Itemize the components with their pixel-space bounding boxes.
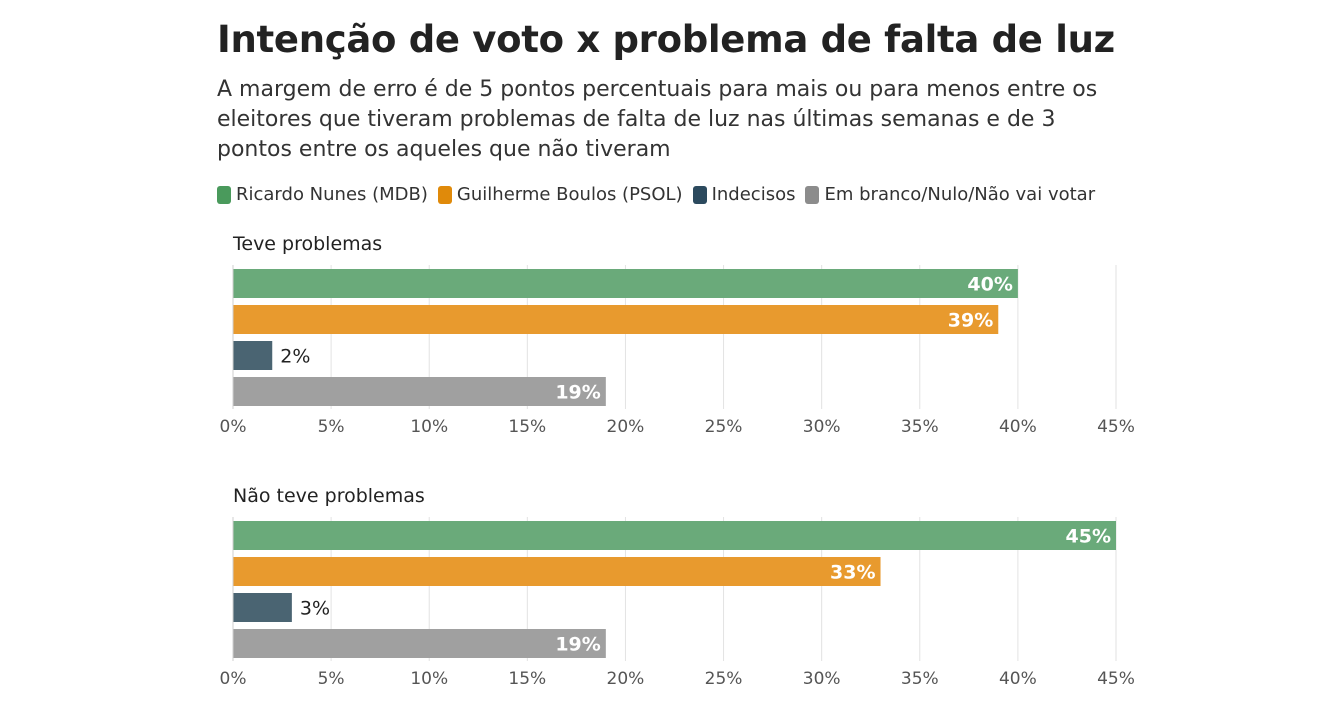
x-tick-label: 40%	[999, 669, 1037, 689]
x-tick-label: 25%	[705, 669, 743, 689]
x-tick-label: 45%	[1097, 669, 1135, 689]
x-tick-label: 0%	[220, 417, 247, 437]
x-tick-label: 20%	[607, 417, 645, 437]
bar-1	[233, 521, 1116, 550]
legend-label: Ricardo Nunes (MDB)	[236, 184, 428, 205]
bar-label: 3%	[300, 598, 330, 620]
panel-title: Não teve problemas	[233, 485, 425, 507]
legend: Ricardo Nunes (MDB) Guilherme Boulos (PSO…	[217, 184, 1105, 205]
bar-4	[233, 377, 606, 406]
x-tick-label: 10%	[410, 417, 448, 437]
bar-3	[233, 341, 273, 370]
legend-swatch	[692, 185, 707, 204]
x-tick-label: 10%	[410, 669, 448, 689]
x-tick-label: 45%	[1097, 417, 1135, 437]
bar-label: 33%	[830, 562, 875, 584]
bar-label: 19%	[555, 382, 600, 404]
panel-title: Teve problemas	[232, 233, 382, 255]
legend-label: Em branco/Nulo/Não vai votar	[824, 184, 1096, 205]
bar-2	[233, 557, 881, 586]
legend-swatch	[805, 185, 820, 204]
chart-title: Intenção de voto x problema de falta de …	[217, 18, 1115, 61]
bar-label: 2%	[280, 346, 310, 368]
x-tick-label: 5%	[318, 669, 345, 689]
x-tick-label: 0%	[220, 669, 247, 689]
legend-item: Indecisos	[692, 184, 796, 205]
bar-3	[233, 593, 292, 622]
x-tick-label: 30%	[803, 669, 841, 689]
bar-2	[233, 305, 999, 334]
legend-label: Indecisos	[711, 184, 796, 205]
x-tick-label: 15%	[508, 417, 546, 437]
legend-item: Ricardo Nunes (MDB)	[217, 184, 428, 205]
bar-4	[233, 629, 606, 658]
x-tick-label: 5%	[318, 417, 345, 437]
bar-1	[233, 269, 1018, 298]
x-tick-label: 20%	[607, 669, 645, 689]
x-tick-label: 40%	[999, 417, 1037, 437]
x-tick-label: 35%	[901, 417, 939, 437]
bar-label: 39%	[948, 310, 993, 332]
x-tick-label: 35%	[901, 669, 939, 689]
bar-label: 40%	[967, 274, 1012, 296]
legend-label: Guilherme Boulos (PSOL)	[456, 184, 683, 205]
x-tick-label: 15%	[508, 669, 546, 689]
legend-swatch	[217, 185, 231, 204]
x-tick-label: 30%	[803, 417, 841, 437]
chart-subtitle: A margem de erro é de 5 pontos percentua…	[217, 77, 1098, 162]
legend-item: Guilherme Boulos (PSOL)	[437, 184, 683, 205]
bar-label: 19%	[555, 634, 600, 656]
legend-item: Em branco/Nulo/Não vai votar	[805, 184, 1095, 205]
x-tick-label: 25%	[705, 417, 743, 437]
legend-swatch	[437, 185, 452, 204]
bar-label: 45%	[1066, 526, 1111, 548]
